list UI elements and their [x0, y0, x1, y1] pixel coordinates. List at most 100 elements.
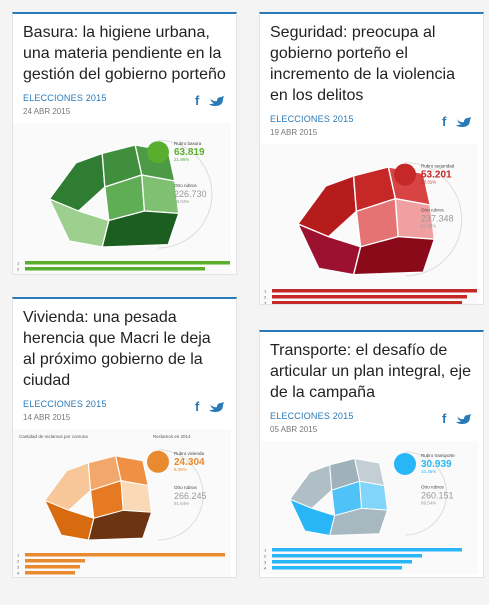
share-icons: f — [442, 411, 471, 425]
rank-number: 3 — [264, 301, 267, 306]
rank-number: 2 — [264, 554, 267, 559]
highlight-pct: 18.31% — [421, 180, 436, 185]
card-title[interactable]: Transporte: el desafío de articular un p… — [270, 342, 472, 401]
district — [329, 507, 389, 536]
other-value: 260.151 — [421, 490, 454, 500]
card-title[interactable]: Vivienda: una pesada herencia que Macri … — [23, 309, 211, 389]
rank-bar — [25, 571, 75, 575]
twitter-icon[interactable] — [456, 414, 471, 424]
share-icons: f — [442, 114, 471, 128]
rank-bar — [25, 565, 80, 569]
card-title[interactable]: Basura: la higiene urbana, una materia p… — [23, 24, 226, 83]
card-title[interactable]: Seguridad: preocupa al gobierno porteño … — [270, 24, 455, 104]
district — [352, 236, 436, 276]
other-label: Otro rubros — [421, 207, 445, 212]
rank-bar — [272, 295, 467, 299]
rank-bar — [272, 548, 462, 552]
other-label: Otro rubros — [174, 485, 198, 490]
twitter-icon[interactable] — [209, 96, 224, 106]
highlight-dot — [147, 141, 169, 164]
news-card[interactable]: Transporte: el desafío de articular un p… — [259, 330, 484, 578]
card-meta: ELECCIONES 2015 14 ABR 2015 f — [23, 399, 226, 425]
district — [120, 480, 153, 513]
facebook-icon[interactable]: f — [442, 411, 447, 425]
card-meta: ELECCIONES 2015 19 ABR 2015 f — [270, 114, 473, 140]
map-title: Cantidad de reclamos por comuna — [19, 434, 88, 439]
rank-bar — [25, 261, 230, 265]
highlight-value: 30.939 — [421, 459, 452, 470]
news-card[interactable]: Vivienda: una pesada herencia que Macri … — [12, 297, 237, 578]
rank-number: 3 — [17, 565, 20, 570]
highlight-pct: 10.46% — [421, 469, 436, 474]
date: 05 ABR 2015 — [270, 425, 318, 434]
rank-number: 2 — [17, 267, 20, 272]
news-card[interactable]: Basura: la higiene urbana, una materia p… — [12, 12, 237, 275]
highlight-value: 24.304 — [174, 457, 205, 468]
section-label: ELECCIONES 2015 — [270, 411, 354, 421]
other-label: Otro rubros — [421, 484, 445, 489]
news-card[interactable]: Seguridad: preocupa al gobierno porteño … — [259, 12, 484, 305]
rank-bar — [25, 267, 205, 271]
rank-number: 1 — [264, 548, 267, 553]
map — [288, 457, 389, 537]
highlight-label: Rubro basura — [174, 141, 202, 146]
date: 19 ABR 2015 — [270, 128, 318, 137]
rank-number: 1 — [17, 261, 20, 266]
twitter-icon[interactable] — [209, 402, 224, 412]
other-value: 266.245 — [174, 491, 207, 501]
highlight-value: 53.201 — [421, 170, 452, 181]
rank-bar — [272, 560, 412, 564]
highlight-dot — [394, 453, 416, 475]
rank-bar — [272, 289, 477, 293]
section-label: ELECCIONES 2015 — [270, 114, 354, 124]
other-label: Otro rubros — [174, 183, 198, 188]
facebook-icon[interactable]: f — [195, 399, 200, 413]
facebook-icon[interactable]: f — [195, 93, 200, 107]
other-pct: 89.54% — [421, 500, 436, 505]
twitter-icon[interactable] — [456, 117, 471, 127]
rank-bar — [272, 566, 402, 570]
rank-bar — [25, 559, 85, 563]
donut-arc — [157, 139, 213, 249]
donut-arc — [404, 162, 463, 277]
other-pct: 91.64% — [174, 501, 189, 506]
rank-number: 2 — [264, 295, 267, 300]
share-icons: f — [195, 93, 224, 107]
card-meta: ELECCIONES 2015 05 ABR 2015 f — [270, 411, 473, 437]
map — [48, 144, 180, 248]
highlight-pct: 21.96% — [174, 157, 189, 162]
rank-bar — [272, 301, 462, 304]
rank-number: 1 — [264, 289, 267, 294]
thumbnail: Cantidad de reclamos por comuna Reclamos … — [13, 429, 231, 577]
facebook-icon[interactable]: f — [442, 114, 447, 128]
highlight-label: Rubro vivienda — [174, 451, 205, 456]
rank-bar — [272, 554, 422, 558]
rank-number: 1 — [17, 553, 20, 558]
rank-number: 4 — [264, 566, 267, 571]
side-title: Reclamos en 2014 — [153, 434, 191, 439]
district — [101, 210, 180, 248]
section-label: ELECCIONES 2015 — [23, 399, 107, 409]
date: 14 ABR 2015 — [23, 413, 71, 422]
share-icons: f — [195, 399, 224, 413]
highlight-label: Rubro seguridad — [421, 164, 455, 169]
other-pct: 81.69% — [421, 223, 436, 228]
rank-number: 4 — [17, 571, 20, 576]
other-value: 237.348 — [421, 213, 454, 223]
highlight-value: 63.819 — [174, 147, 205, 158]
other-pct: 78.04% — [174, 199, 189, 204]
highlight-dot — [394, 163, 416, 186]
section-label: ELECCIONES 2015 — [23, 93, 107, 103]
district — [87, 509, 153, 541]
rank-bar — [25, 553, 225, 557]
district — [359, 480, 388, 511]
other-value: 226.730 — [174, 189, 207, 199]
highlight-label: Rubro transporte — [421, 453, 455, 458]
donut-arc — [157, 449, 204, 541]
rank-number: 3 — [264, 560, 267, 565]
highlight-pct: 8.36% — [174, 467, 187, 472]
